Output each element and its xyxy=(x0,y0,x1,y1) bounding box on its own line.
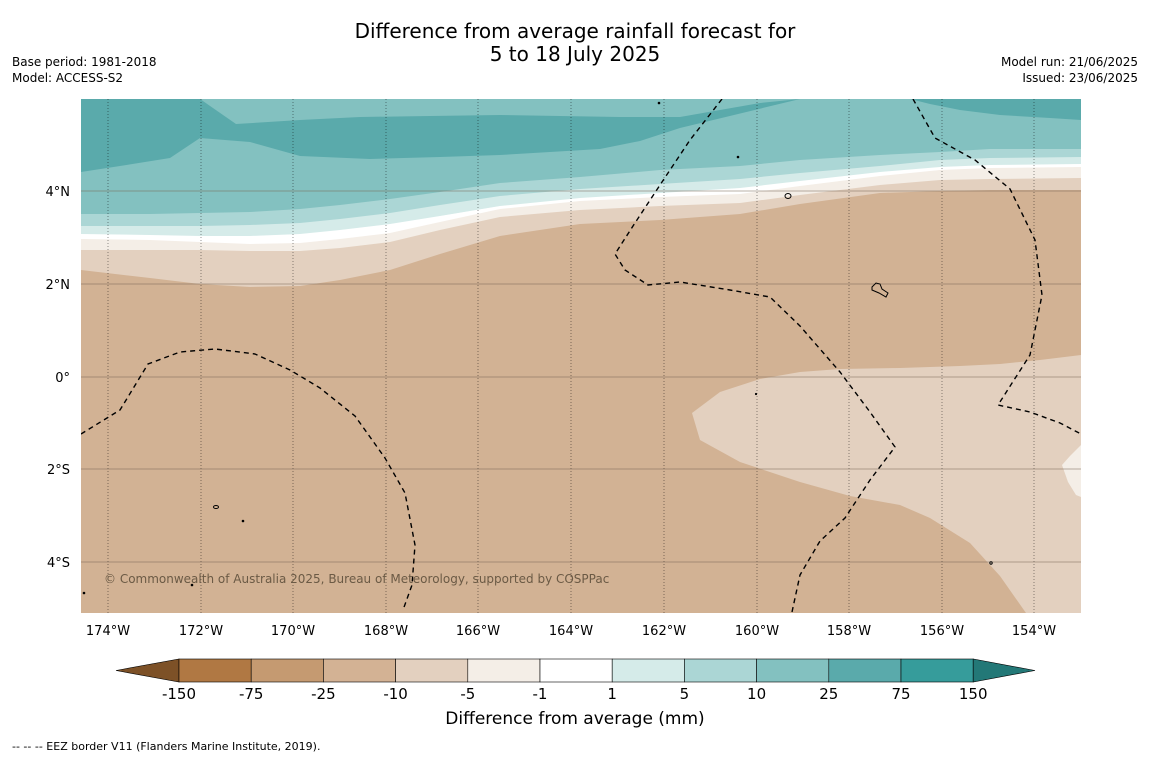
colorbar-tick-label: -150 xyxy=(162,685,196,703)
colorbar-bin xyxy=(323,658,396,683)
eez-borders xyxy=(81,99,1081,613)
island-kiritimati xyxy=(871,282,889,298)
colorbar-bin xyxy=(900,658,974,683)
colorbar-tick-label: -10 xyxy=(383,685,408,703)
lon-label: 166°W xyxy=(456,624,500,639)
lat-label: 2°N xyxy=(46,278,71,293)
lon-label: 154°W xyxy=(1012,624,1056,639)
colorbar-tick-label: 5 xyxy=(680,685,690,703)
colorbar xyxy=(115,658,1036,683)
colorbar-labels: -150 -75 -25 -10 -5 -1 1 5 10 25 75 150 xyxy=(162,685,988,703)
colorbar-extend-low xyxy=(115,658,180,683)
lon-label: 172°W xyxy=(179,624,223,639)
eez-border-central xyxy=(614,99,896,613)
island-small-6 xyxy=(190,583,194,587)
rainfall-map xyxy=(81,99,1081,613)
lon-label: 170°W xyxy=(271,624,315,639)
colorbar-bin xyxy=(611,658,685,683)
island-small-5 xyxy=(989,561,993,565)
issued-date: Issued: 23/06/2025 xyxy=(1022,71,1138,85)
lon-label: 174°W xyxy=(86,624,130,639)
island-baker-howland xyxy=(213,505,219,509)
eez-footnote: -- -- -- EEZ border V11 (Flanders Marine… xyxy=(12,740,321,753)
copyright-notice: © Commonwealth of Australia 2025, Bureau… xyxy=(104,572,610,586)
colorbar-extend-high xyxy=(972,658,1036,683)
colorbar-bin xyxy=(756,658,830,683)
lon-label: 160°W xyxy=(735,624,779,639)
colorbar-bin xyxy=(395,658,469,683)
band-pos25-pos75-east xyxy=(910,99,1081,120)
island-small-3 xyxy=(736,155,740,159)
colorbar-tick-label: 10 xyxy=(747,685,766,703)
model-run: Model run: 21/06/2025 xyxy=(1000,55,1138,69)
lon-label: 156°W xyxy=(920,624,964,639)
colorbar-tick-label: -1 xyxy=(533,685,548,703)
colorbar-tick-label: -25 xyxy=(311,685,336,703)
island-small-4 xyxy=(754,392,758,396)
islands xyxy=(82,101,993,595)
model-name: Model: ACCESS-S2 xyxy=(12,71,124,85)
colorbar-bin xyxy=(539,658,613,683)
base-period: Base period: 1981-2018 xyxy=(12,55,157,69)
island-small-2 xyxy=(657,101,661,105)
island-small-1 xyxy=(241,519,245,523)
lat-label: 4°N xyxy=(46,185,71,200)
eez-border-east xyxy=(912,99,1081,435)
map-title: Difference from average rainfall forecas… xyxy=(0,20,1150,66)
colorbar-tick-label: 75 xyxy=(891,685,910,703)
title-line-1: Difference from average rainfall forecas… xyxy=(354,19,796,43)
band-neg10-neg5-south xyxy=(692,355,1081,613)
meta-left: Base period: 1981-2018 Model: ACCESS-S2 xyxy=(12,54,157,86)
longitude-axis: 174°W 172°W 170°W 168°W 166°W 164°W 162°… xyxy=(86,624,1056,639)
colorbar-tick-label: -5 xyxy=(460,685,475,703)
island-jarvis xyxy=(784,193,792,199)
colorbar-tick-label: 150 xyxy=(959,685,988,703)
colorbar-bin xyxy=(467,658,541,683)
lat-label: 4°S xyxy=(47,556,70,571)
colorbar-tick-label: 1 xyxy=(607,685,617,703)
lon-label: 168°W xyxy=(364,624,408,639)
lon-label: 158°W xyxy=(827,624,871,639)
colorbar-bin xyxy=(828,658,902,683)
colorbar-bin xyxy=(684,658,757,683)
latitude-axis: 4°N 2°N 0° 2°S 4°S xyxy=(46,185,71,571)
latitude-lines xyxy=(81,190,1081,563)
colorbar-tick-label: -75 xyxy=(239,685,264,703)
colorbar-bin xyxy=(250,658,324,683)
lat-label: 0° xyxy=(55,371,70,386)
title-line-2: 5 to 18 July 2025 xyxy=(489,42,661,66)
lat-label: 2°S xyxy=(47,463,70,478)
band-neg5-neg1-southeast xyxy=(1062,445,1081,497)
lon-label: 164°W xyxy=(549,624,593,639)
lon-label: 162°W xyxy=(642,624,686,639)
colorbar-bin xyxy=(178,658,252,683)
island-small-7 xyxy=(82,591,86,595)
legend-title: Difference from average (mm) xyxy=(445,709,705,729)
meta-right: Model run: 21/06/2025 Issued: 23/06/2025 xyxy=(1001,54,1138,86)
band-pos25-pos75-west xyxy=(81,99,800,172)
eez-border-west xyxy=(81,348,416,611)
colorbar-tick-label: 25 xyxy=(819,685,838,703)
